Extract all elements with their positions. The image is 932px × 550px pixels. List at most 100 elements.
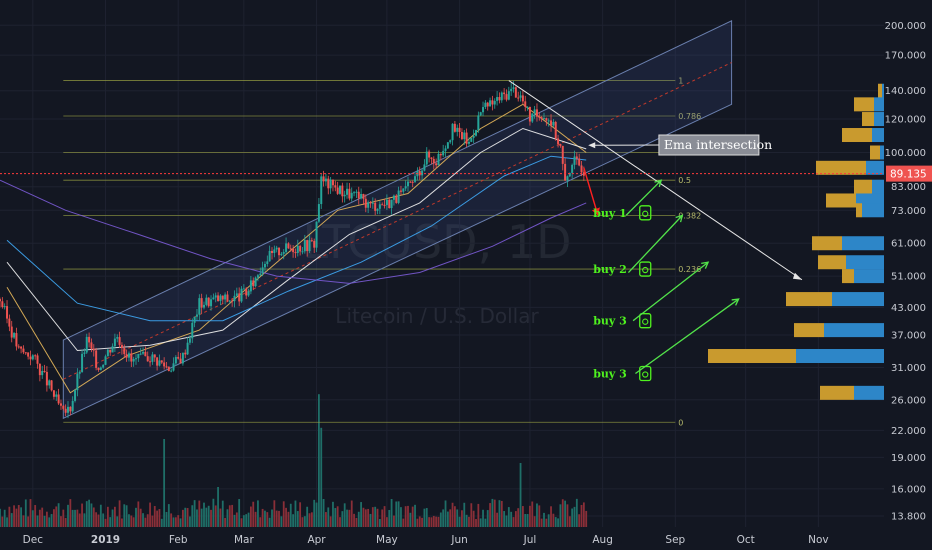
price-axis[interactable]: 200.000 170.000 140.000 120.000 100.000 83.00… bbox=[885, 21, 926, 523]
volume-bar bbox=[348, 509, 351, 527]
volume-bar bbox=[362, 507, 365, 527]
profile-bar-left bbox=[870, 145, 880, 160]
volume-bar bbox=[15, 508, 18, 527]
volume-bar bbox=[245, 514, 248, 527]
candle-body bbox=[233, 295, 236, 302]
candle-body bbox=[186, 342, 189, 355]
price-tick-label: 140.000 bbox=[885, 86, 926, 97]
candle-body bbox=[226, 294, 229, 301]
candle-body bbox=[343, 194, 346, 197]
profile-bar-right bbox=[842, 236, 884, 251]
candle-body bbox=[535, 109, 538, 117]
candle-body bbox=[191, 322, 194, 339]
buy-arrow bbox=[625, 179, 662, 216]
volume-bar bbox=[536, 503, 538, 527]
volume-bar bbox=[205, 507, 208, 527]
volume-bar bbox=[217, 487, 219, 527]
candle-body bbox=[477, 115, 480, 131]
annotation-pointer-head bbox=[588, 142, 596, 149]
volume-bar bbox=[233, 514, 236, 527]
candle-body bbox=[210, 299, 213, 307]
candle-body bbox=[123, 348, 126, 355]
profile-bar-right bbox=[824, 323, 884, 338]
volume-bar bbox=[310, 512, 313, 527]
candle-body bbox=[460, 132, 463, 140]
candle-body bbox=[299, 245, 302, 252]
candle-body bbox=[402, 188, 405, 192]
volume-bar bbox=[407, 505, 409, 527]
volume-bar bbox=[332, 501, 334, 527]
candle-body bbox=[132, 358, 135, 362]
volume-bar bbox=[503, 511, 506, 527]
candle-body bbox=[446, 142, 449, 149]
candle-body bbox=[353, 192, 356, 194]
candle-body bbox=[43, 370, 46, 372]
volume-bar bbox=[17, 505, 20, 527]
candle-body bbox=[271, 250, 273, 253]
volume-bar bbox=[479, 518, 482, 527]
candle-body bbox=[212, 297, 215, 300]
volume-bar bbox=[320, 427, 323, 527]
candle-body bbox=[0, 299, 1, 302]
volume-bar bbox=[271, 509, 273, 527]
profile-bar-right bbox=[862, 203, 884, 218]
candle-body bbox=[423, 164, 426, 171]
price-tick-label: 16.000 bbox=[891, 484, 926, 495]
candle-body bbox=[172, 363, 175, 371]
candle-body bbox=[503, 92, 506, 95]
buy-arrow bbox=[635, 298, 740, 375]
volume-bar bbox=[268, 517, 271, 527]
candle-body bbox=[181, 352, 184, 364]
candle-body bbox=[17, 346, 20, 348]
volume-bar bbox=[90, 503, 93, 527]
candle-body bbox=[399, 190, 402, 192]
price-tick-label: 83.000 bbox=[891, 182, 926, 193]
candle-body bbox=[334, 185, 337, 188]
volume-bar bbox=[496, 512, 499, 527]
profile-bar-right bbox=[874, 97, 884, 112]
candle-body bbox=[137, 353, 140, 359]
candle-body bbox=[118, 337, 121, 345]
last-price-marker: 89.135 bbox=[0, 165, 932, 182]
time-axis[interactable]: Dec 2019 Feb Mar Apr May Jun Jul Aug Sep Oct Nov bbox=[23, 534, 829, 546]
price-tick-label: 100.000 bbox=[885, 148, 926, 159]
candle-body bbox=[278, 247, 281, 256]
time-tick-label: May bbox=[376, 534, 398, 546]
volume-bar bbox=[580, 504, 583, 527]
candle-body bbox=[135, 358, 137, 360]
ema-intersection-note[interactable]: Ema intersection bbox=[658, 134, 772, 156]
volume-bar bbox=[219, 508, 222, 527]
symbol-description-watermark: Litecoin / U.S. Dollar bbox=[335, 304, 539, 328]
volume-bar bbox=[221, 500, 224, 527]
volume-bar bbox=[289, 503, 292, 527]
price-candles bbox=[0, 81, 585, 419]
candle-body bbox=[109, 349, 112, 353]
candle-body bbox=[20, 346, 23, 349]
volume-bar bbox=[390, 499, 393, 527]
candle-body bbox=[364, 198, 367, 208]
volume-bar bbox=[48, 517, 51, 527]
price-tick-label: 26.000 bbox=[891, 395, 926, 406]
volume-bar bbox=[132, 517, 135, 527]
volume-bar bbox=[364, 509, 367, 527]
volume-bar bbox=[3, 509, 6, 527]
volume-bar bbox=[167, 504, 170, 527]
candle-body bbox=[76, 373, 79, 391]
volume-bar bbox=[393, 515, 395, 527]
volume-bar bbox=[45, 511, 48, 527]
volume-bar bbox=[369, 513, 372, 527]
volume-bar bbox=[149, 502, 151, 527]
volume-bar bbox=[123, 504, 126, 527]
price-tick-label: 31.000 bbox=[891, 363, 926, 374]
candle-body bbox=[158, 360, 161, 366]
candle-body bbox=[238, 293, 241, 302]
candle-body bbox=[29, 356, 32, 360]
volume-bar bbox=[482, 509, 484, 527]
candle-body bbox=[174, 356, 177, 364]
candle-body bbox=[214, 295, 217, 298]
fib-level-label: 0.786 bbox=[678, 112, 701, 121]
volume-bars bbox=[0, 394, 588, 527]
time-tick-label: Mar bbox=[234, 534, 254, 546]
volume-bar bbox=[353, 513, 355, 527]
